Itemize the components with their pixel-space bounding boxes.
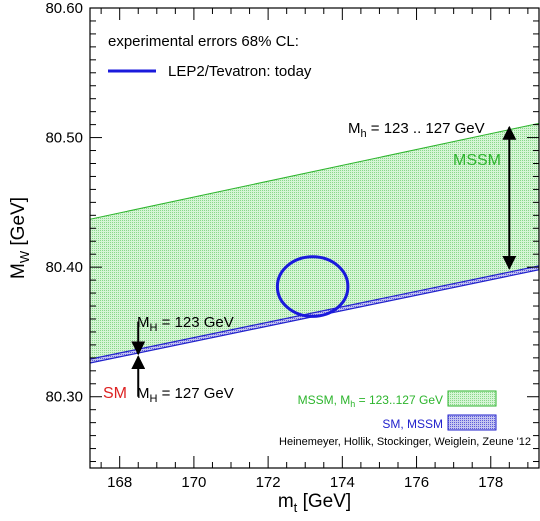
legend-swatch-mssm <box>447 390 497 407</box>
mssm-label: MSSM <box>453 152 501 169</box>
lep2-tevatron-ellipse <box>275 255 350 318</box>
mssm-band-upper-edge <box>90 122 539 220</box>
x-axis-label: mt [GeV] <box>278 491 351 515</box>
sm-band <box>90 265 539 364</box>
legend-title: experimental errors 68% CL: <box>108 33 299 50</box>
credit-text: Heinemeyer, Hollik, Stockinger, Weiglein… <box>279 436 531 448</box>
legend-label-measurement: LEP2/Tevatron: today <box>168 63 312 80</box>
legend-swatch-sm <box>447 414 497 431</box>
y-tick-label: 80.40 <box>45 259 83 276</box>
x-tick-label: 172 <box>256 474 281 491</box>
y-axis-ticks: 80.30 80.40 80.50 80.60 <box>45 0 539 463</box>
x-axis-ticks: 168 170 172 174 176 178 <box>100 8 529 491</box>
mh-range-label: Mh = 123 .. 127 GeV <box>348 120 485 140</box>
x-tick-label: 174 <box>330 474 355 491</box>
mssm-band <box>90 123 539 360</box>
y-tick-label: 80.50 <box>45 130 83 147</box>
mH123-label: MH = 123 GeV <box>137 314 234 334</box>
legend-label-sm: SM, MSSM <box>382 417 443 431</box>
x-tick-label: 168 <box>107 474 132 491</box>
x-tick-label: 176 <box>404 474 429 491</box>
mH127-label: MH = 127 GeV <box>137 385 234 405</box>
sm-band-upper-edge <box>90 265 539 360</box>
y-tick-label: 80.60 <box>45 0 83 17</box>
x-tick-label: 170 <box>181 474 206 491</box>
plot-frame <box>89 7 540 469</box>
sm-label: SM <box>103 385 127 402</box>
legend-label-mssm: MSSM, Mh = 123..127 GeV <box>298 393 443 409</box>
x-tick-label: 178 <box>478 474 503 491</box>
y-axis-label: MW [GeV] <box>8 197 32 279</box>
y-tick-label: 80.30 <box>45 389 83 406</box>
